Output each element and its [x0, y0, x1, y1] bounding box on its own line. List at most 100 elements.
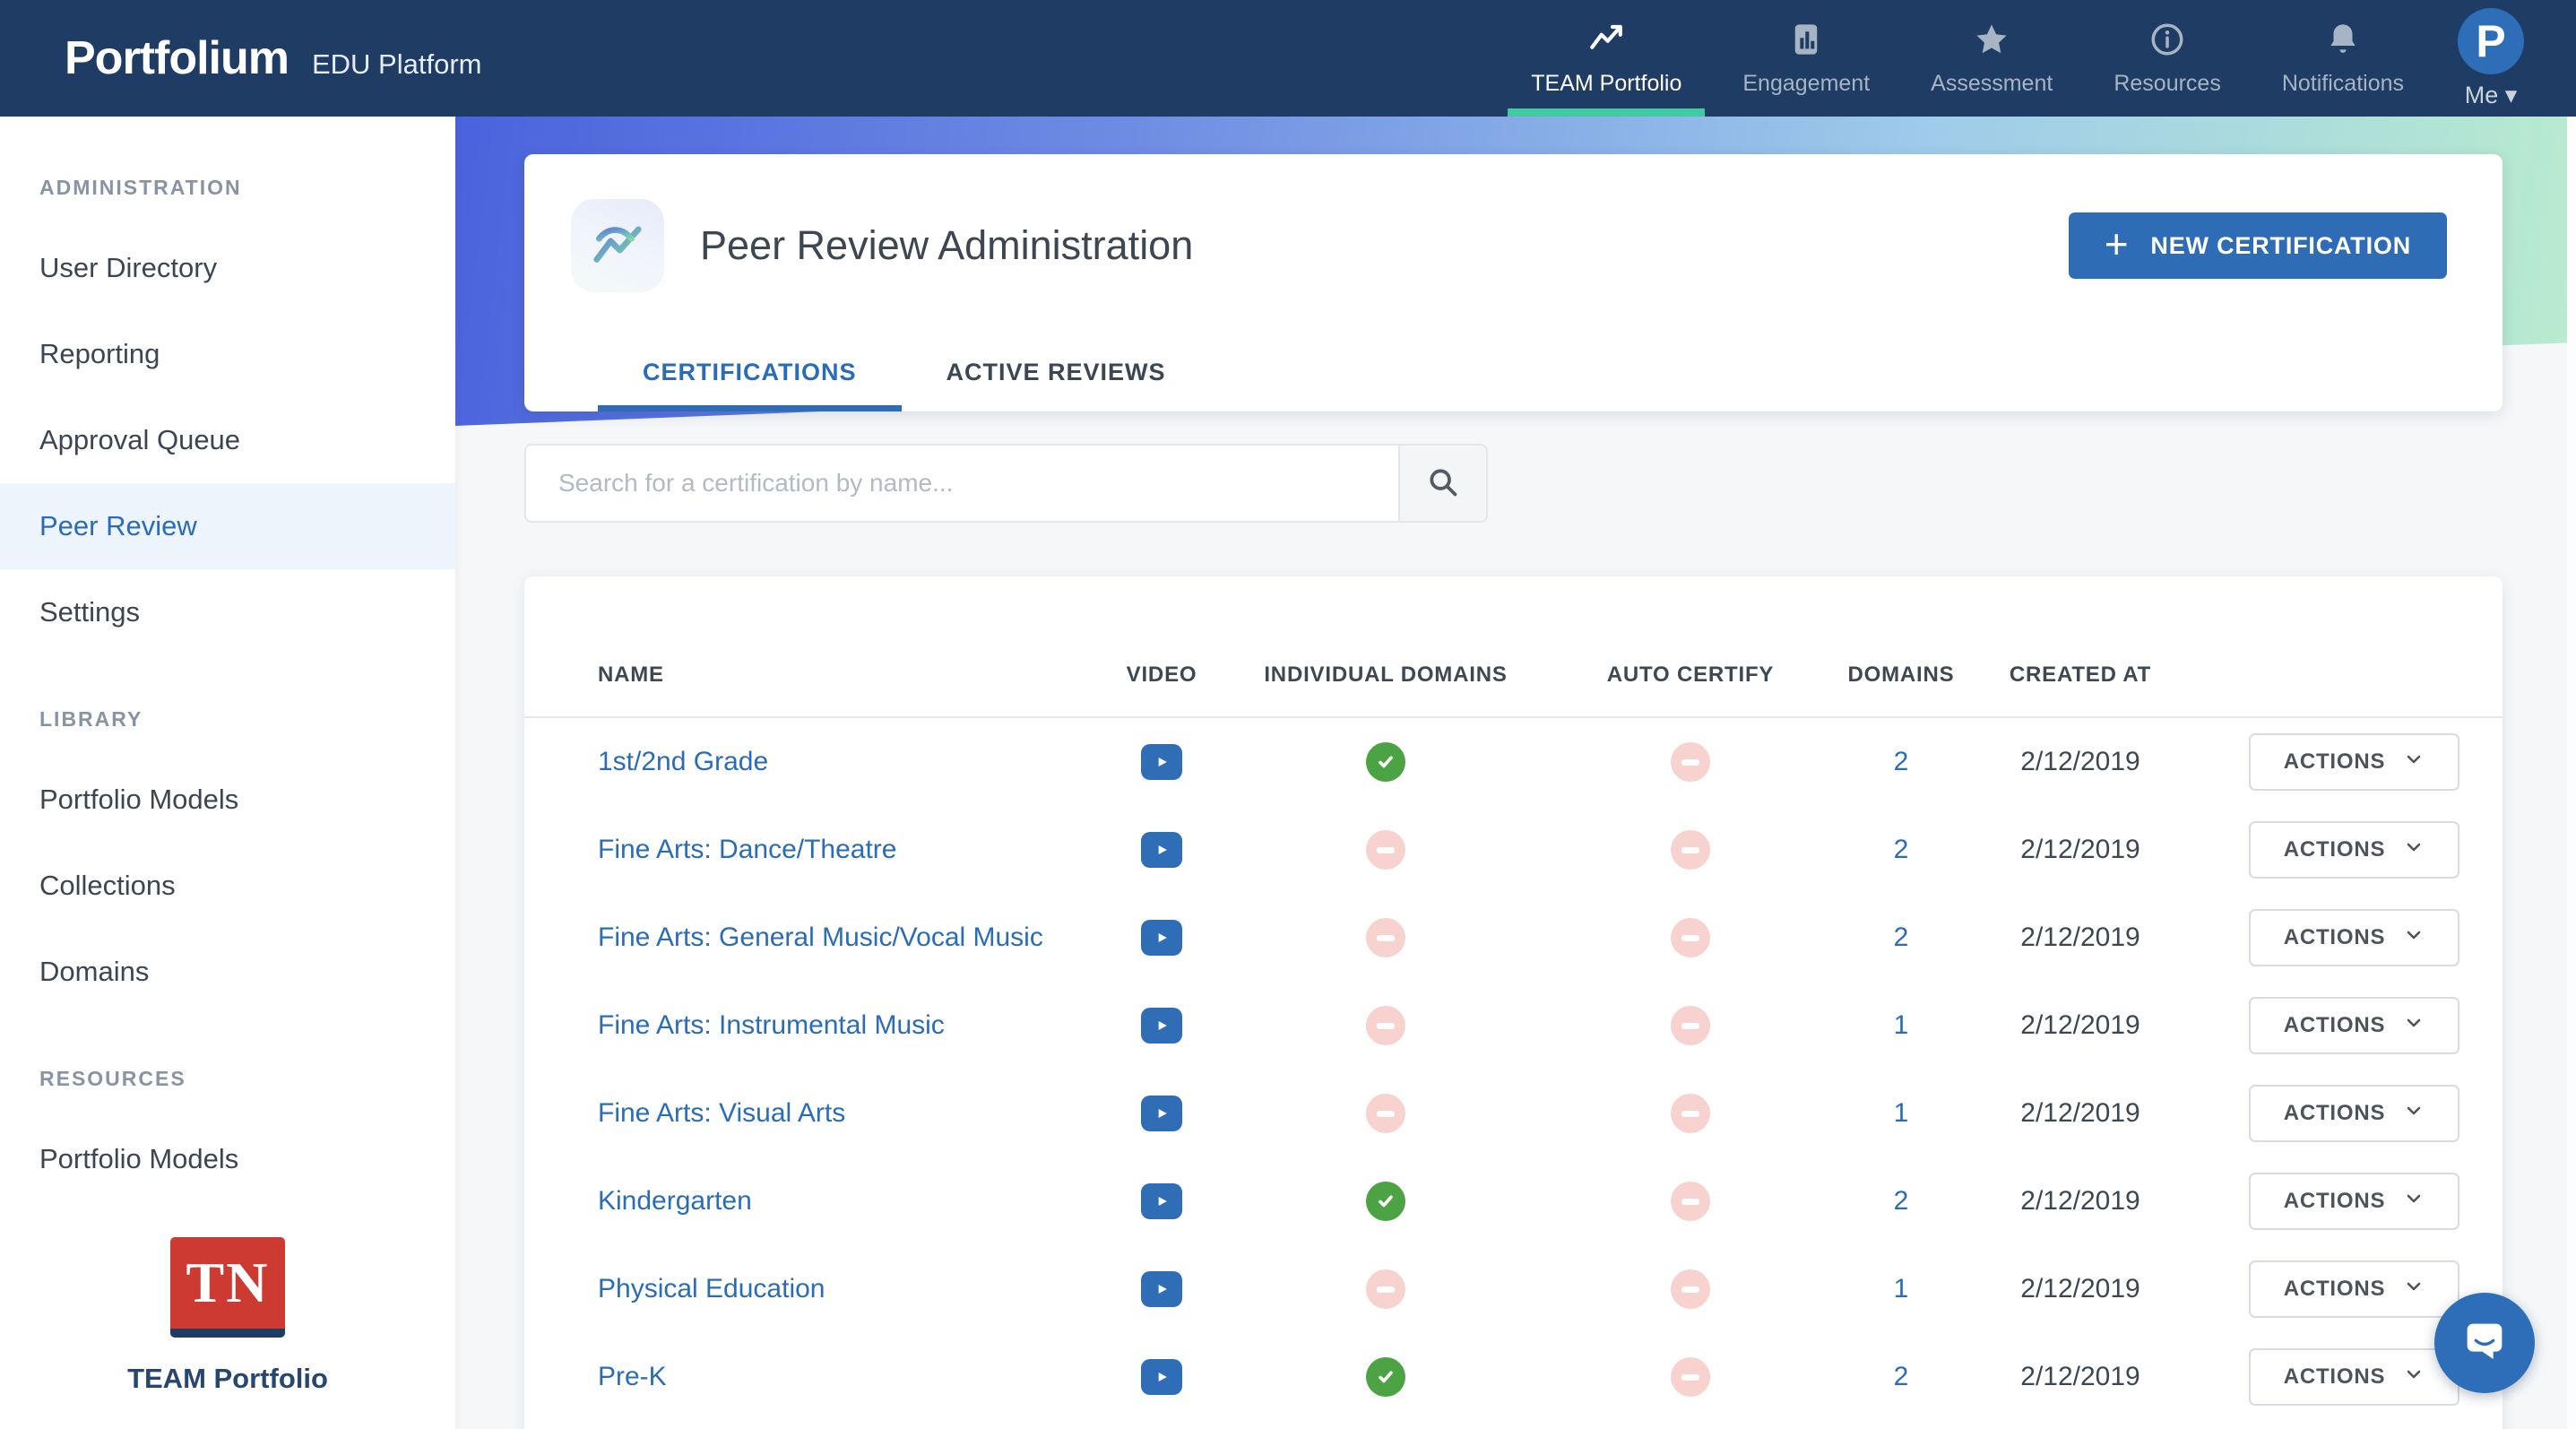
play-video-icon[interactable] — [1141, 1008, 1182, 1044]
minus-circle-icon — [1671, 1094, 1710, 1133]
sidebar-item-reporting[interactable]: Reporting — [39, 338, 160, 369]
sidebar-item-peer-review[interactable]: Peer Review — [0, 483, 455, 569]
sidebar-section-administration: ADMINISTRATION — [39, 176, 242, 199]
domains-count-link[interactable]: 1 — [1893, 1010, 1909, 1040]
sidebar-section-library: LIBRARY — [39, 707, 143, 731]
nav-item-label: Assessment — [1931, 70, 2053, 96]
play-video-icon[interactable] — [1141, 1096, 1182, 1131]
actions-label: ACTIONS — [2283, 925, 2386, 949]
nav-item-assessment[interactable]: Assessment — [1900, 0, 2083, 117]
domains-count-link[interactable]: 2 — [1893, 1362, 1909, 1391]
caret-down-icon: ▾ — [2504, 81, 2518, 108]
play-video-icon[interactable] — [1141, 1359, 1182, 1395]
search-button[interactable] — [1398, 446, 1486, 521]
nav-item-engagement[interactable]: Engagement — [1712, 0, 1900, 117]
domains-count-link[interactable]: 2 — [1893, 835, 1909, 864]
new-certification-button[interactable]: + NEW CERTIFICATION — [2068, 212, 2447, 279]
column-header-domains: DOMAINS — [1847, 663, 1955, 687]
scrollbar-track[interactable] — [2567, 117, 2576, 1429]
actions-label: ACTIONS — [2283, 837, 2386, 862]
search-input[interactable] — [526, 446, 1398, 521]
me-label: Me ▾ — [2464, 81, 2518, 108]
domains-count-link[interactable]: 1 — [1893, 1098, 1909, 1128]
certification-name-link[interactable]: 1st/2nd Grade — [598, 747, 769, 776]
sidebar-item-portfolio-models[interactable]: Portfolio Models — [39, 784, 239, 815]
created-at-value: 2/12/2019 — [2020, 1098, 2140, 1128]
actions-dropdown-button[interactable]: ACTIONS — [2249, 1260, 2459, 1318]
chevron-down-icon — [2403, 924, 2425, 952]
tab-certifications[interactable]: CERTIFICATIONS — [598, 333, 902, 411]
brand-logo[interactable]: Portfolium EDU Platform — [65, 31, 481, 85]
minus-circle-icon — [1366, 830, 1405, 870]
domains-count-link[interactable]: 1 — [1893, 1274, 1909, 1303]
minus-circle-icon — [1366, 1006, 1405, 1045]
column-header-name: NAME — [598, 663, 664, 687]
avatar: P — [2458, 7, 2524, 74]
nav-item-notifications[interactable]: Notifications — [2252, 0, 2434, 117]
table-row: Kindergarten 2 2/12/2019 ACTIONS — [524, 1157, 2503, 1245]
play-video-icon[interactable] — [1141, 832, 1182, 868]
domains-count-link[interactable]: 2 — [1893, 1186, 1909, 1216]
nav-items: TEAM Portfolio Engagement — [1500, 0, 2576, 117]
chevron-down-icon — [2403, 1276, 2425, 1303]
chevron-down-icon — [2403, 1188, 2425, 1216]
intercom-chat-button[interactable] — [2434, 1293, 2535, 1393]
minus-circle-icon — [1366, 1094, 1405, 1133]
play-video-icon[interactable] — [1141, 920, 1182, 956]
check-circle-icon — [1366, 1182, 1405, 1221]
search-icon — [1426, 465, 1460, 502]
domains-count-link[interactable]: 2 — [1893, 747, 1909, 776]
minus-circle-icon — [1671, 830, 1710, 870]
play-video-icon[interactable] — [1141, 1183, 1182, 1219]
nav-item-label: TEAM Portfolio — [1531, 70, 1682, 96]
brand-suffix: EDU Platform — [311, 48, 482, 80]
certification-name-link[interactable]: Fine Arts: Visual Arts — [598, 1098, 846, 1128]
new-certification-label: NEW CERTIFICATION — [2150, 231, 2411, 259]
sidebar-item-resources-portfolio-models[interactable]: Portfolio Models — [39, 1143, 239, 1174]
certification-name-link[interactable]: Fine Arts: Dance/Theatre — [598, 835, 897, 864]
certification-name-link[interactable]: Physical Education — [598, 1274, 826, 1303]
created-at-value: 2/12/2019 — [2020, 835, 2140, 864]
sidebar-item-approval-queue[interactable]: Approval Queue — [39, 424, 241, 455]
actions-label: ACTIONS — [2283, 1189, 2386, 1213]
actions-label: ACTIONS — [2283, 1101, 2386, 1125]
play-video-icon[interactable] — [1141, 744, 1182, 780]
created-at-value: 2/12/2019 — [2020, 1274, 2140, 1303]
minus-circle-icon — [1671, 742, 1710, 782]
certification-name-link[interactable]: Pre-K — [598, 1362, 667, 1391]
nav-item-label: Notifications — [2281, 70, 2404, 96]
chevron-down-icon — [2403, 1100, 2425, 1128]
sidebar-item-domains[interactable]: Domains — [39, 956, 150, 987]
table-header-row: NAME VIDEO INDIVIDUAL DOMAINS AUTO CERTI… — [524, 576, 2503, 718]
certifications-table-card: NAME VIDEO INDIVIDUAL DOMAINS AUTO CERTI… — [524, 576, 2503, 1429]
column-header-created-at: CREATED AT — [2009, 663, 2152, 687]
nav-item-team-portfolio[interactable]: TEAM Portfolio — [1500, 0, 1712, 117]
actions-dropdown-button[interactable]: ACTIONS — [2249, 1173, 2459, 1230]
tabs: CERTIFICATIONS ACTIVE REVIEWS — [598, 333, 1211, 411]
minus-circle-icon — [1671, 1006, 1710, 1045]
main-content: Peer Review Administration + NEW CERTIFI… — [455, 117, 2576, 1429]
play-video-icon[interactable] — [1141, 1271, 1182, 1307]
certification-name-link[interactable]: Kindergarten — [598, 1186, 752, 1216]
created-at-value: 2/12/2019 — [2020, 1362, 2140, 1391]
column-header-individual-domains: INDIVIDUAL DOMAINS — [1264, 663, 1508, 687]
sidebar-item-settings[interactable]: Settings — [39, 596, 141, 628]
domains-count-link[interactable]: 2 — [1893, 922, 1909, 952]
certification-name-link[interactable]: Fine Arts: Instrumental Music — [598, 1010, 945, 1040]
actions-dropdown-button[interactable]: ACTIONS — [2249, 997, 2459, 1054]
certification-name-link[interactable]: Fine Arts: General Music/Vocal Music — [598, 922, 1043, 952]
nav-item-label: Resources — [2114, 70, 2221, 96]
sidebar-item-user-directory[interactable]: User Directory — [39, 252, 218, 283]
actions-dropdown-button[interactable]: ACTIONS — [2249, 821, 2459, 879]
nav-item-resources[interactable]: Resources — [2083, 0, 2252, 117]
actions-dropdown-button[interactable]: ACTIONS — [2249, 1348, 2459, 1406]
plus-icon: + — [2104, 220, 2130, 267]
actions-dropdown-button[interactable]: ACTIONS — [2249, 733, 2459, 791]
tab-active-reviews[interactable]: ACTIVE REVIEWS — [946, 358, 1166, 385]
actions-dropdown-button[interactable]: ACTIONS — [2249, 909, 2459, 966]
sidebar-item-collections[interactable]: Collections — [39, 870, 176, 901]
table-row: Fine Arts: Instrumental Music 1 2/12/201… — [524, 982, 2503, 1070]
nav-item-me[interactable]: P Me ▾ — [2434, 0, 2560, 117]
actions-dropdown-button[interactable]: ACTIONS — [2249, 1085, 2459, 1142]
